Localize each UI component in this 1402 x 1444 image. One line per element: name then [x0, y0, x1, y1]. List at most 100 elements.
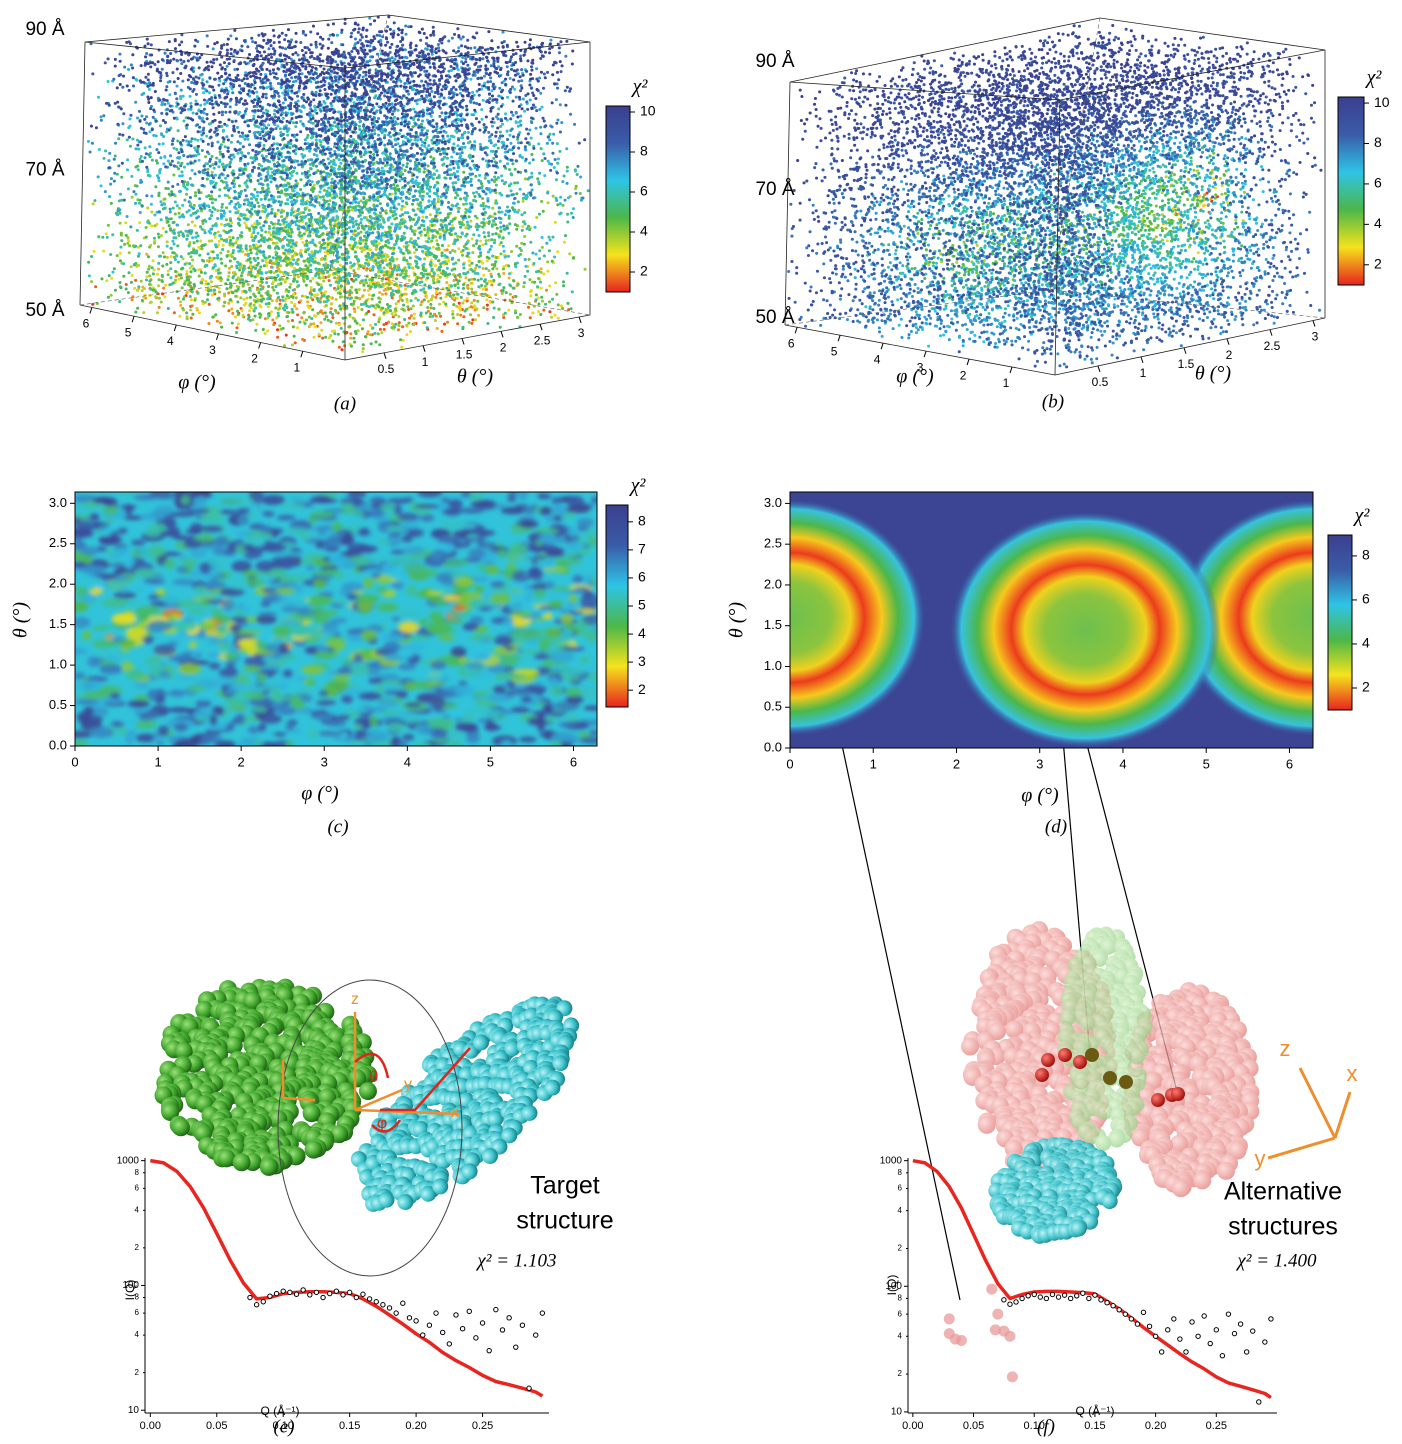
texture-blob — [458, 681, 468, 686]
point-cloud — [796, 24, 1315, 219]
colorbar-tick-label: 8 — [640, 143, 648, 159]
texture-blob — [147, 619, 173, 632]
texture-blob — [219, 587, 245, 597]
texture-blob — [277, 514, 296, 521]
atom — [330, 1125, 349, 1144]
texture-blob — [544, 515, 555, 523]
texture-blob — [278, 572, 288, 585]
texture-blob — [531, 584, 547, 589]
texture-blob — [383, 689, 409, 695]
texture-blob — [341, 581, 364, 592]
cube-hidden-edge — [784, 17, 1326, 326]
texture-blob — [539, 532, 556, 544]
data-point — [426, 1322, 433, 1328]
texture-blob — [533, 588, 546, 599]
y-tick-label: 0.0 — [49, 737, 67, 752]
green-domain — [154, 978, 378, 1176]
texture-blob — [170, 615, 183, 620]
texture-blob — [255, 560, 278, 573]
texture-blob — [334, 739, 346, 746]
y-tick-label: 3.0 — [49, 495, 67, 510]
texture-blob — [269, 695, 291, 702]
y-tick-label: 4 — [898, 1331, 903, 1340]
x-tick-label: 1 — [293, 360, 300, 374]
point-cloud — [96, 33, 584, 285]
data-point — [1043, 1295, 1050, 1302]
texture-blob — [75, 617, 91, 629]
atom — [171, 1118, 190, 1137]
texture-blob — [550, 731, 576, 743]
texture-blob — [154, 504, 176, 515]
atom — [1005, 1020, 1024, 1039]
texture-blob — [543, 613, 553, 620]
colorbar-tick-label: 2 — [1374, 255, 1382, 271]
caption: (a) — [334, 393, 356, 414]
axis-glyph: z — [351, 991, 359, 1008]
heatmap: 0 1 2 3 4 5 6 0.0 0.5 1.0 1.5 2.0 2.5 3.0 φ (°) θ (°) — [10, 491, 598, 805]
data-point — [1067, 1295, 1074, 1302]
texture-blob — [99, 535, 123, 543]
fit-line — [150, 1158, 544, 1398]
data-point — [1268, 1316, 1274, 1322]
atom — [1119, 1075, 1133, 1089]
atom — [1035, 1068, 1049, 1082]
texture-blob — [255, 614, 277, 625]
x-tick-label: 4 — [874, 352, 881, 366]
y-tick-label: 4 — [135, 1330, 140, 1339]
texture-blob — [406, 584, 418, 597]
texture-blob — [103, 518, 114, 524]
texture-blob — [197, 692, 210, 701]
y-tick — [1183, 347, 1187, 354]
texture-blob — [82, 630, 92, 641]
atom — [977, 1115, 996, 1134]
texture-blob — [572, 574, 584, 584]
texture-blob — [87, 656, 100, 668]
x-tick-label: 5 — [831, 344, 838, 358]
point-cloud — [103, 16, 575, 265]
data-point — [327, 1290, 333, 1297]
y-tick-label: 1.0 — [49, 657, 67, 672]
texture-blob — [524, 593, 533, 603]
data-point — [1128, 1316, 1135, 1322]
cyan-domain — [988, 1137, 1123, 1244]
texture-blob — [83, 706, 95, 716]
texture-blob — [89, 726, 114, 738]
texture-blob — [279, 619, 303, 627]
y-tick-label: 8 — [898, 1294, 903, 1303]
texture-blob — [403, 652, 414, 658]
texture-blob — [188, 641, 198, 649]
pale-green-domain — [1057, 926, 1153, 1152]
texture-blob — [153, 644, 176, 656]
texture-blob — [339, 731, 349, 740]
x-axis-label: Q (Å⁻¹) — [261, 1403, 300, 1418]
texture-blob — [227, 541, 237, 552]
texture-blob — [180, 495, 191, 505]
alternative-point — [955, 1335, 967, 1347]
data-point — [1256, 1399, 1262, 1405]
texture-blob — [489, 592, 512, 604]
texture-blob — [285, 722, 295, 732]
data-point — [1074, 1293, 1080, 1299]
texture-blob — [584, 713, 595, 720]
colorbar-tick-label: 5 — [638, 597, 646, 613]
texture-blob — [391, 581, 404, 590]
data-point — [300, 1287, 306, 1293]
colorbar: 2 3 4 5 6 7 8 χ² — [605, 475, 646, 708]
texture-blob — [512, 594, 523, 602]
atom — [1228, 1141, 1247, 1160]
colorbar: 2 4 6 8 10 χ² — [1337, 67, 1390, 286]
data-point — [1201, 1313, 1207, 1319]
colorbar-tick-label: 2 — [640, 263, 648, 279]
data-point — [393, 1310, 399, 1316]
data-point — [420, 1332, 426, 1338]
x-tick-label: 2 — [953, 756, 960, 771]
texture-blob — [438, 634, 455, 641]
texture-blob — [568, 526, 577, 539]
colorbar-scale — [1327, 534, 1353, 711]
colorbar-tick-label: 7 — [638, 541, 646, 557]
texture-blob — [170, 679, 192, 689]
atom — [217, 1149, 236, 1168]
data-point — [506, 1315, 512, 1321]
data-point — [400, 1300, 406, 1306]
texture-blob — [214, 535, 229, 547]
